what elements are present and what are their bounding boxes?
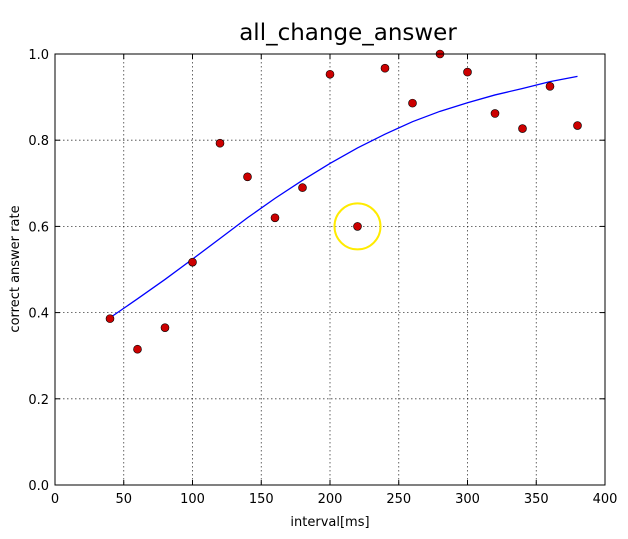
fit-curve-layer xyxy=(109,75,578,319)
y-axis-label: correct answer rate xyxy=(8,205,23,332)
data-point xyxy=(573,121,582,130)
data-point xyxy=(215,138,225,148)
data-point xyxy=(243,172,252,182)
chart-title: all_change_answer xyxy=(239,20,457,46)
data-point xyxy=(408,98,417,108)
x-tick-label: 300 xyxy=(455,492,480,507)
y-tick-label: 0.0 xyxy=(28,479,49,494)
fit-curve-line xyxy=(109,75,578,319)
x-tick-label: 50 xyxy=(115,492,132,507)
y-tick-label: 0.2 xyxy=(28,393,49,408)
data-point xyxy=(545,82,555,91)
data-point xyxy=(160,323,170,332)
x-tick-label: 250 xyxy=(386,492,411,507)
data-point xyxy=(105,314,115,323)
y-tick-label: 0.8 xyxy=(28,134,49,149)
y-tick-label: 1.0 xyxy=(28,48,49,63)
data-point xyxy=(270,213,280,223)
x-tick-label: 150 xyxy=(249,492,274,507)
data-point xyxy=(188,257,197,267)
x-tick-label: 200 xyxy=(318,492,343,507)
x-axis-label: interval[ms] xyxy=(290,515,369,530)
data-point xyxy=(298,183,307,192)
data-point xyxy=(490,109,500,118)
data-point xyxy=(325,69,335,79)
y-axis-ticks: 0.0 0.2 0.4 0.6 0.8 1.0 xyxy=(28,48,605,494)
x-axis-ticks: 0 50 100 150 200 250 300 350 400 xyxy=(51,54,618,507)
x-tick-label: 400 xyxy=(593,492,618,507)
data-points-layer xyxy=(105,49,582,354)
highlight-circle xyxy=(333,202,382,251)
x-tick-label: 350 xyxy=(524,492,549,507)
grid-lines xyxy=(55,54,605,485)
annotation-layer xyxy=(333,202,382,251)
x-tick-label: 100 xyxy=(180,492,205,507)
y-tick-label: 0.4 xyxy=(28,307,49,322)
data-point xyxy=(463,67,472,77)
x-tick-label: 0 xyxy=(51,492,59,507)
y-tick-label: 0.6 xyxy=(28,220,49,235)
data-point xyxy=(353,222,362,231)
data-point xyxy=(380,63,390,73)
data-point xyxy=(518,124,527,133)
data-point xyxy=(133,344,142,354)
